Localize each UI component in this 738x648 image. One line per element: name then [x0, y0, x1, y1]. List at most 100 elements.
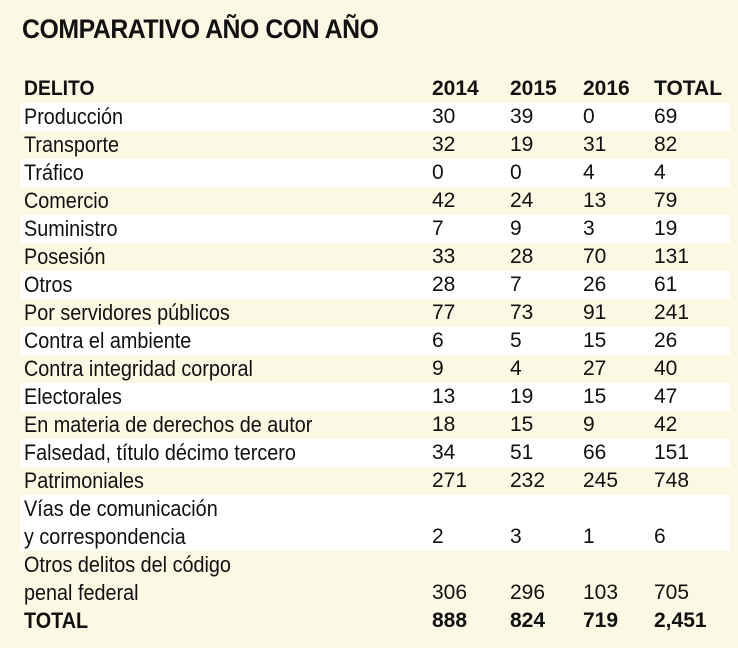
row-delito: Tráfico — [24, 159, 84, 187]
row-2015: 39 — [510, 105, 534, 128]
row-total: 131 — [654, 245, 690, 268]
row-total: 40 — [654, 357, 678, 380]
table-header-row: DELITO 2014 2015 2016 TOTAL — [20, 75, 730, 103]
row-2015: 51 — [510, 441, 534, 464]
table-row: Vías de comunicación y correspondencia 2 3 1… — [20, 495, 730, 551]
total-2015: 824 — [510, 609, 546, 632]
row-total: 151 — [654, 441, 690, 464]
total-2016: 719 — [583, 609, 619, 632]
row-delito: Producción — [24, 103, 123, 131]
row-2016: 15 — [583, 329, 607, 352]
table-row: Contra el ambiente 6 5 15 26 — [20, 327, 730, 355]
row-delito-line: Otros delitos del código — [24, 552, 231, 577]
row-total: 19 — [654, 217, 678, 240]
row-delito-line: En materia de derechos de autor — [24, 412, 313, 437]
row-delito-line: Electorales — [24, 384, 122, 409]
row-delito-line: Patrimoniales — [24, 468, 144, 493]
row-delito-line: Suministro — [24, 216, 118, 241]
table-row: Tráfico 0 0 4 4 — [20, 159, 730, 187]
row-2016: 13 — [583, 189, 607, 212]
row-delito-line: y correspondencia — [24, 524, 186, 549]
total-total: 2,451 — [654, 609, 707, 632]
row-delito-line: Falsedad, título décimo tercero — [24, 440, 296, 465]
table-row: Posesión 33 28 70 131 — [20, 243, 730, 271]
row-delito-line: Vías de comunicación — [24, 496, 218, 521]
row-delito: En materia de derechos de autor — [24, 411, 312, 439]
table-row: Producción 30 39 0 69 — [20, 103, 730, 131]
row-2016: 245 — [583, 469, 619, 492]
row-total: 47 — [654, 385, 678, 408]
crime-comparison-table: DELITO 2014 2015 2016 TOTAL Producción 30… — [20, 75, 730, 635]
row-delito-line: Producción — [24, 104, 124, 129]
row-2016: 3 — [583, 217, 595, 240]
page-title: COMPARATIVO AÑO CON AÑO — [22, 14, 379, 44]
row-2015: 4 — [510, 357, 522, 380]
table-row: Falsedad, título décimo tercero 34 51 66 151 — [20, 439, 730, 467]
total-label: TOTAL — [24, 608, 89, 633]
row-delito-line: Otros — [24, 272, 73, 297]
row-2016: 66 — [583, 441, 607, 464]
row-total: 26 — [654, 329, 678, 352]
table-row: En materia de derechos de autor 18 15 9 42 — [20, 411, 730, 439]
row-delito-line: Posesión — [24, 244, 106, 269]
row-2014: 34 — [432, 441, 456, 464]
row-2016: 15 — [583, 385, 607, 408]
row-2016: 0 — [583, 105, 595, 128]
row-delito: Posesión — [24, 243, 105, 271]
header-2015: 2015 — [510, 77, 557, 100]
row-2014: 77 — [432, 301, 456, 324]
row-total: 6 — [654, 525, 666, 548]
row-2015: 28 — [510, 245, 534, 268]
header-total: TOTAL — [654, 77, 723, 100]
row-2015: 19 — [510, 385, 534, 408]
row-2016: 103 — [583, 581, 619, 604]
row-2014: 7 — [432, 217, 444, 240]
row-2015: 0 — [510, 161, 522, 184]
row-2014: 0 — [432, 161, 444, 184]
row-2015: 296 — [510, 581, 546, 604]
row-2014: 18 — [432, 413, 456, 436]
row-delito: Otros delitos del código penal federal — [24, 551, 231, 607]
row-2015: 9 — [510, 217, 522, 240]
row-2016: 31 — [583, 133, 607, 156]
table-total-row: TOTAL 888 824 719 2,451 — [20, 607, 730, 635]
row-2015: 15 — [510, 413, 534, 436]
table-row: Por servidores públicos 77 73 91 241 — [20, 299, 730, 327]
row-total: 79 — [654, 189, 678, 212]
row-delito: Patrimoniales — [24, 467, 144, 495]
row-2015: 73 — [510, 301, 534, 324]
row-delito: Vías de comunicación y correspondencia — [24, 495, 218, 551]
row-total: 705 — [654, 581, 690, 604]
row-delito-line: Tráfico — [24, 160, 84, 185]
row-delito: Por servidores públicos — [24, 299, 230, 327]
row-total: 241 — [654, 301, 690, 324]
row-delito: Contra el ambiente — [24, 327, 191, 355]
row-2016: 27 — [583, 357, 607, 380]
table-body: Producción 30 39 0 69 Transporte 32 19 31 82 Tráfi… — [20, 103, 730, 607]
table-row: Otros delitos del código penal federal 306… — [20, 551, 730, 607]
row-delito: Falsedad, título décimo tercero — [24, 439, 296, 467]
row-2014: 306 — [432, 581, 468, 604]
row-delito: Electorales — [24, 383, 122, 411]
row-total: 69 — [654, 105, 678, 128]
table-row: Otros 28 7 26 61 — [20, 271, 730, 299]
row-delito: Otros — [24, 271, 72, 299]
row-total: 4 — [654, 161, 666, 184]
row-2014: 271 — [432, 469, 468, 492]
table-row: Comercio 42 24 13 79 — [20, 187, 730, 215]
table-row: Patrimoniales 271 232 245 748 — [20, 467, 730, 495]
row-2014: 13 — [432, 385, 456, 408]
table-row: Suministro 7 9 3 19 — [20, 215, 730, 243]
row-delito: Transporte — [24, 131, 119, 159]
row-delito-line: Contra el ambiente — [24, 328, 192, 353]
header-2016: 2016 — [583, 77, 630, 100]
row-2015: 19 — [510, 133, 534, 156]
row-delito-line: Contra integridad corporal — [24, 356, 253, 381]
row-2016: 70 — [583, 245, 607, 268]
header-delito: DELITO — [24, 77, 95, 100]
row-total: 748 — [654, 469, 690, 492]
row-total: 42 — [654, 413, 678, 436]
row-2016: 91 — [583, 301, 607, 324]
row-2014: 30 — [432, 105, 456, 128]
row-2014: 2 — [432, 525, 444, 548]
